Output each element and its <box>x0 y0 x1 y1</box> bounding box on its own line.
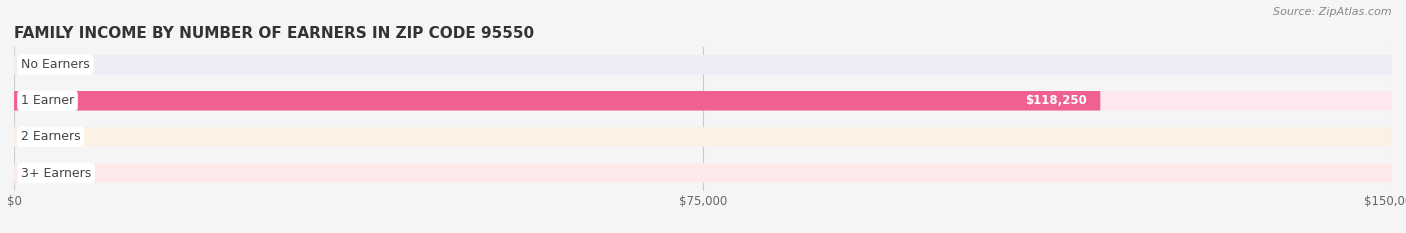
Text: FAMILY INCOME BY NUMBER OF EARNERS IN ZIP CODE 95550: FAMILY INCOME BY NUMBER OF EARNERS IN ZI… <box>14 26 534 41</box>
Text: 1 Earner: 1 Earner <box>21 94 75 107</box>
FancyBboxPatch shape <box>14 163 1392 183</box>
FancyBboxPatch shape <box>14 91 1392 110</box>
Text: 2 Earners: 2 Earners <box>21 130 80 143</box>
Text: $118,250: $118,250 <box>1025 94 1087 107</box>
Text: $0: $0 <box>31 167 46 179</box>
Text: $0: $0 <box>31 130 46 143</box>
Text: $0: $0 <box>31 58 46 71</box>
FancyBboxPatch shape <box>14 55 1392 74</box>
Text: No Earners: No Earners <box>21 58 90 71</box>
FancyBboxPatch shape <box>14 91 1101 110</box>
Text: 3+ Earners: 3+ Earners <box>21 167 91 179</box>
Text: Source: ZipAtlas.com: Source: ZipAtlas.com <box>1274 7 1392 17</box>
FancyBboxPatch shape <box>14 127 1392 147</box>
